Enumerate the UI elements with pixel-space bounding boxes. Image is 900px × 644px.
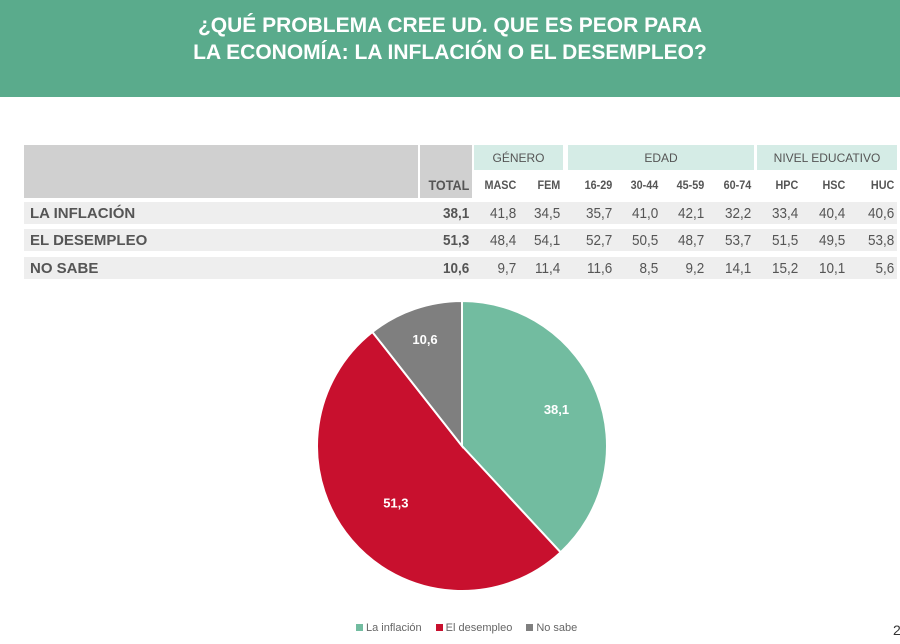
- cell-value: 53,8: [868, 231, 895, 249]
- legend-swatch: [526, 624, 534, 631]
- table-row: [24, 257, 897, 279]
- cell-value: 15,2: [772, 259, 799, 277]
- cell-value: 8,5: [639, 259, 659, 277]
- legend-item: La inflación: [356, 622, 422, 634]
- legend-label: No sabe: [536, 622, 578, 634]
- cell-value: 10,6: [443, 259, 470, 277]
- cell-value: 5,6: [875, 259, 895, 277]
- cell-value: 14,1: [725, 259, 752, 277]
- group-header: NIVEL EDUCATIVO: [757, 145, 897, 170]
- table-row: [24, 229, 897, 251]
- cell-value: 9,7: [497, 259, 517, 277]
- cell-value: 41,8: [490, 204, 517, 222]
- header-blank: [24, 145, 418, 198]
- column-header: HPC: [775, 178, 799, 192]
- column-header: 45-59: [676, 178, 705, 192]
- legend: La inflación El desempleo No sabe: [356, 622, 577, 634]
- legend-swatch: [435, 624, 443, 631]
- cell-value: 51,3: [443, 231, 470, 249]
- pie-slice: [371, 299, 463, 449]
- legend-label: La inflación: [366, 622, 422, 634]
- legend-swatch: [356, 624, 363, 631]
- row-label: LA INFLACIÓN: [30, 204, 136, 222]
- table-row: [24, 202, 897, 224]
- cell-value: 51,5: [772, 231, 799, 249]
- legend-item: El desempleo: [435, 622, 513, 634]
- cell-value: 33,4: [772, 204, 799, 222]
- column-header: MASC: [484, 178, 517, 192]
- cell-value: 49,5: [819, 231, 846, 249]
- title-line-1: ¿QUÉ PROBLEMA CREE UD. QUE ES PEOR PARA: [197, 14, 703, 37]
- cell-value: 38,1: [443, 204, 470, 222]
- row-label: NO SABE: [30, 259, 99, 277]
- cell-value: 50,5: [632, 231, 659, 249]
- column-header: FEM: [537, 178, 561, 192]
- cell-value: 11,6: [587, 259, 613, 277]
- pie-slice: [316, 330, 563, 592]
- column-header: 30-44: [630, 178, 659, 192]
- data-label: 51,3: [383, 496, 408, 511]
- cell-value: 35,7: [586, 204, 613, 222]
- column-header: 16-29: [584, 178, 613, 192]
- title-line-2: LA ECONOMÍA: LA INFLACIÓN O EL DESEMPLEO…: [193, 41, 707, 64]
- data-label: 38,1: [544, 402, 569, 417]
- page-number: 2: [893, 622, 900, 638]
- column-header: TOTAL: [428, 177, 470, 193]
- row-label: EL DESEMPLEO: [30, 231, 148, 249]
- title-banner: ¿QUÉ PROBLEMA CREE UD. QUE ES PEOR PARA …: [0, 0, 900, 97]
- column-header: HUC: [870, 178, 895, 192]
- cell-value: 42,1: [678, 204, 705, 222]
- data-label: 10,6: [412, 332, 437, 347]
- cell-value: 32,2: [725, 204, 752, 222]
- cell-value: 41,0: [632, 204, 659, 222]
- cell-value: 52,7: [586, 231, 613, 249]
- cell-value: 9,2: [685, 259, 705, 277]
- total-header-bg: [420, 145, 472, 198]
- cell-value: 48,4: [490, 231, 517, 249]
- cell-value: 10,1: [819, 259, 846, 277]
- pie-slice: [461, 299, 608, 554]
- group-header: GÉNERO: [474, 145, 563, 170]
- cell-value: 40,6: [868, 204, 895, 222]
- cell-value: 34,5: [534, 204, 561, 222]
- group-header: EDAD: [568, 145, 754, 170]
- cell-value: 40,4: [819, 204, 846, 222]
- cell-value: 48,7: [678, 231, 705, 249]
- column-header: HSC: [822, 178, 846, 192]
- column-header: 60-74: [723, 178, 752, 192]
- cell-value: 53,7: [725, 231, 752, 249]
- legend-item: No sabe: [526, 622, 577, 634]
- cell-value: 11,4: [535, 259, 561, 277]
- legend-label: El desempleo: [445, 622, 513, 634]
- cell-value: 54,1: [534, 231, 561, 249]
